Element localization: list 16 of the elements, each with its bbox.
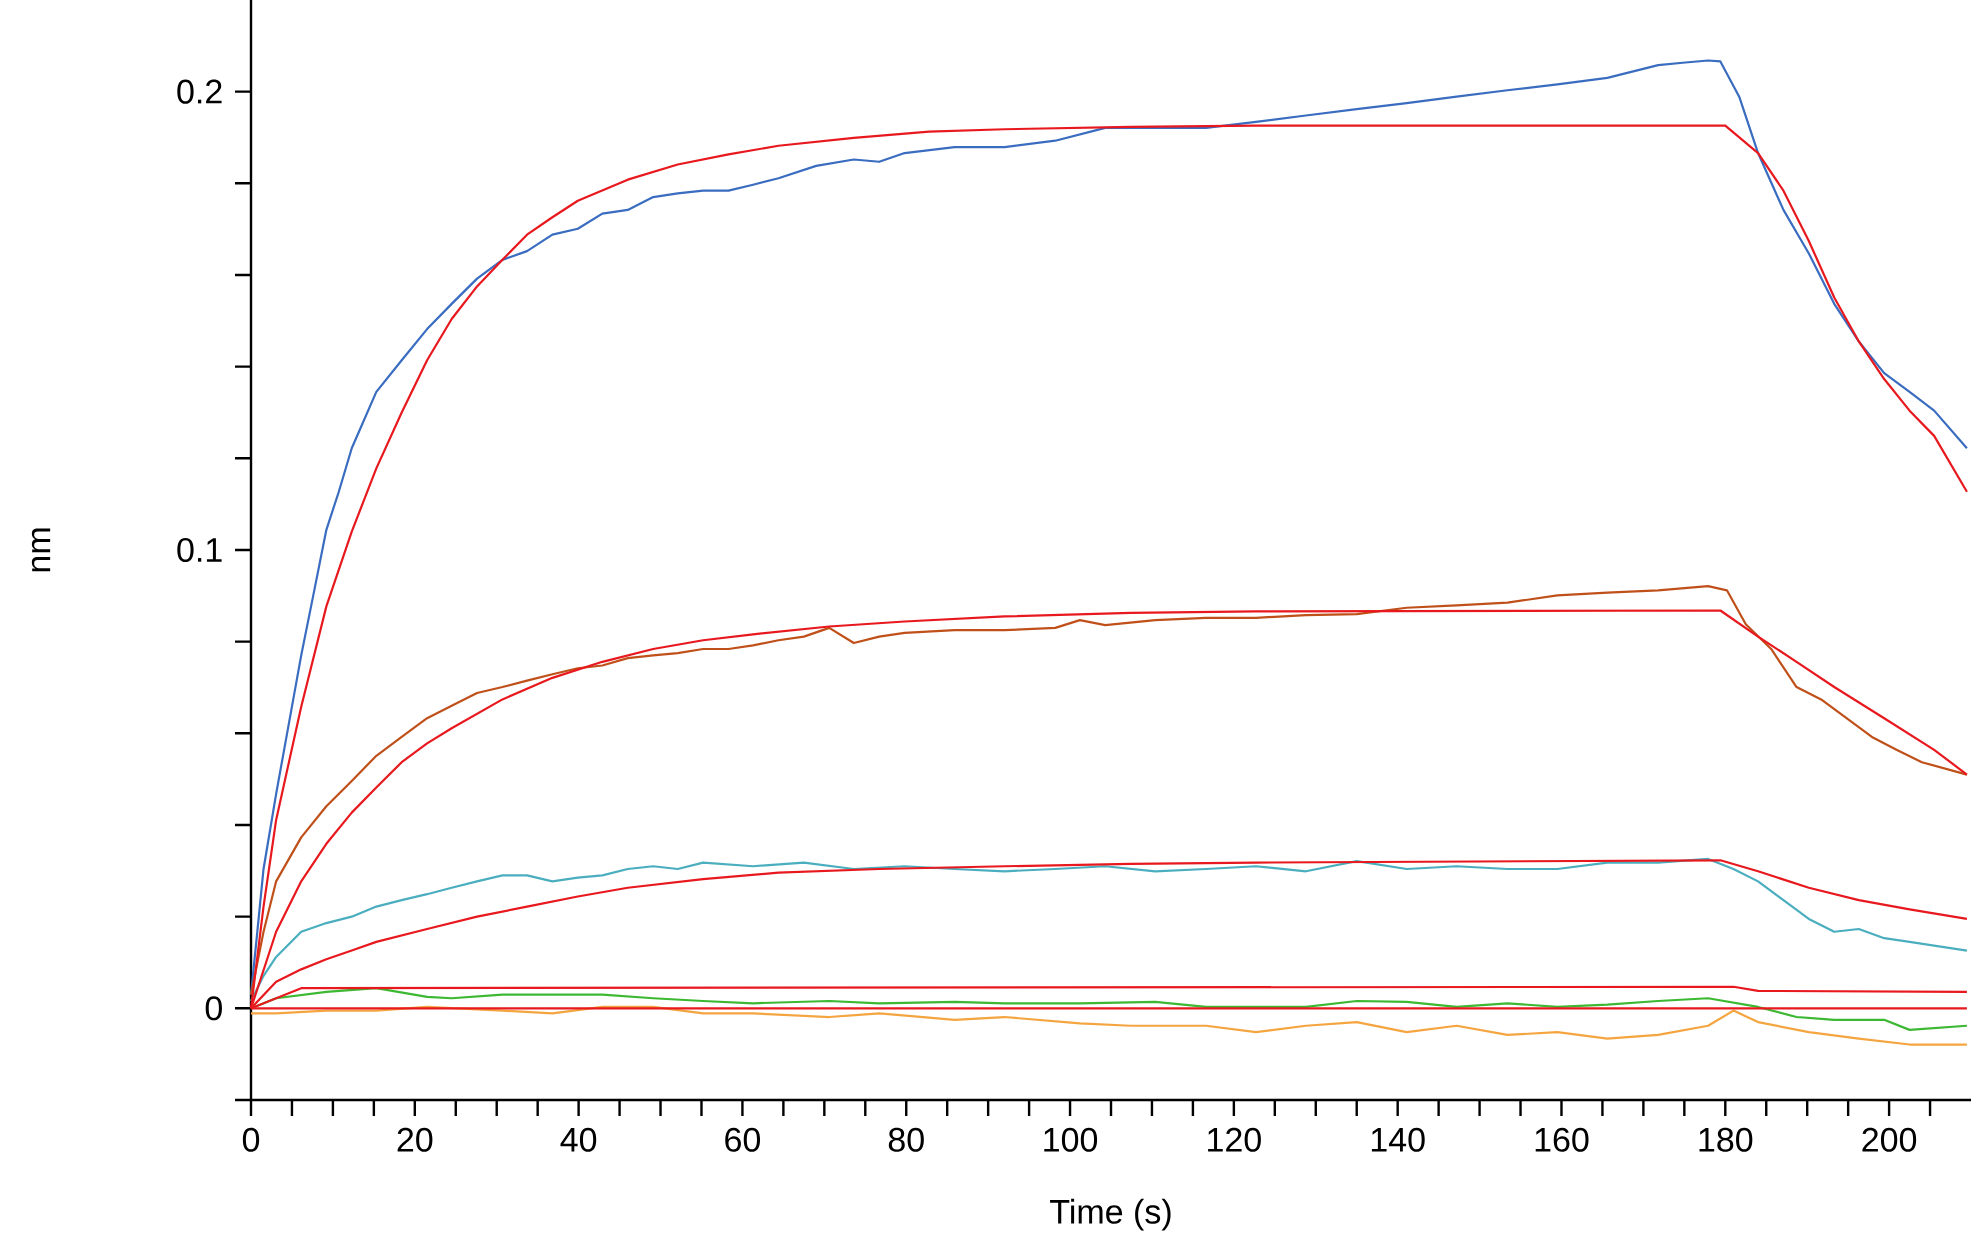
x-tick-label: 40 — [560, 1127, 597, 1152]
x-tick-label: 180 — [1699, 1127, 1753, 1152]
x-tick-label: 0 — [242, 1127, 260, 1152]
y-tick-label: 0 — [205, 996, 222, 1021]
x-tick-label: 120 — [1208, 1127, 1261, 1152]
x-tick-label: 60 — [725, 1127, 761, 1152]
x-tick-label: 160 — [1535, 1127, 1589, 1152]
x-tick-label: 140 — [1371, 1127, 1425, 1152]
y-axis-title: nm — [31, 528, 51, 572]
x-tick-label: 100 — [1044, 1127, 1098, 1152]
y-tick-label: 0.2 — [177, 79, 222, 104]
x-axis-title: Time (s) — [1050, 1198, 1171, 1231]
y-tick-label: 0.1 — [177, 537, 222, 563]
x-tick-label: 80 — [888, 1127, 924, 1152]
x-tick-label: 20 — [397, 1127, 433, 1152]
x-tick-label: 200 — [1862, 1127, 1917, 1152]
